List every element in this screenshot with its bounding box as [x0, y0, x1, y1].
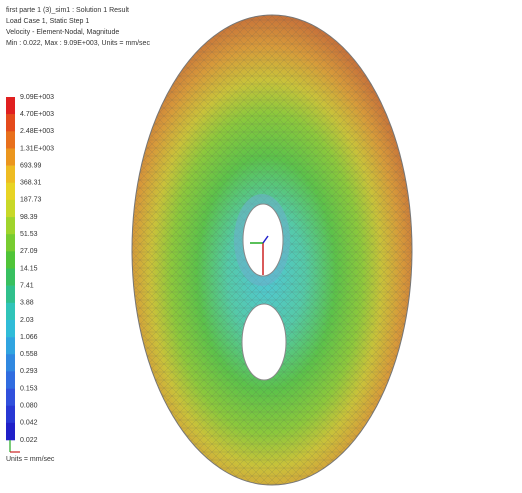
legend-swatch — [6, 371, 15, 389]
legend-label: 2.03 — [20, 317, 34, 324]
units-triad — [9, 440, 20, 453]
header-line: first parte 1 (3)_sim1 : Solution 1 Resu… — [6, 7, 129, 14]
header-line: Min : 0.022, Max : 9.09E+003, Units = mm… — [6, 40, 150, 47]
legend-swatch — [6, 97, 15, 115]
legend-label: 0.293 — [20, 368, 38, 375]
hole-upper — [242, 203, 284, 277]
legend-swatch — [6, 234, 15, 252]
legend-swatch — [6, 354, 15, 372]
hole-lower — [241, 303, 287, 381]
legend-swatch — [6, 302, 15, 321]
legend-swatch — [6, 199, 15, 218]
legend-swatch — [6, 131, 15, 149]
legend-swatch — [6, 148, 15, 166]
legend-swatch — [6, 422, 15, 441]
units-label: Units = mm/sec — [6, 456, 55, 463]
legend-label: 187.73 — [20, 197, 42, 204]
legend-label: 693.99 — [20, 162, 42, 169]
legend-label: 2.48E+003 — [20, 128, 54, 135]
legend-label: 7.41 — [20, 282, 34, 289]
legend-swatch — [6, 319, 15, 338]
legend-swatch — [6, 251, 15, 269]
legend-swatch — [6, 217, 15, 235]
legend-label: 3.88 — [20, 300, 34, 307]
legend-swatch — [6, 268, 15, 286]
legend-swatch — [6, 285, 15, 304]
result-header: first parte 1 (3)_sim1 : Solution 1 Resu… — [6, 7, 150, 47]
legend-label: 9.09E+003 — [20, 94, 54, 101]
legend-label: 0.080 — [20, 403, 38, 410]
legend-label: 1.31E+003 — [20, 145, 54, 152]
legend-label: 98.39 — [20, 214, 38, 221]
legend-label: 0.022 — [20, 437, 38, 444]
header-line: Load Case 1, Static Step 1 — [6, 18, 89, 25]
legend-swatch — [6, 337, 15, 355]
model — [131, 14, 413, 486]
legend-swatch — [6, 114, 15, 132]
triad — [250, 235, 269, 275]
legend-label: 1.066 — [20, 334, 38, 341]
legend-label: 0.558 — [20, 351, 38, 358]
legend-label: 51.53 — [20, 231, 38, 238]
legend-label: 4.70E+003 — [20, 111, 54, 118]
legend: 9.09E+003 4.70E+003 2.48E+003 1.31E+003 693.… — [6, 94, 54, 444]
legend-swatch — [6, 165, 15, 184]
header-line: Velocity - Element-Nodal, Magnitude — [6, 29, 119, 36]
legend-label: 0.153 — [20, 385, 38, 392]
legend-swatch — [6, 182, 15, 201]
legend-label: 0.042 — [20, 420, 38, 427]
legend-label: 14.15 — [20, 265, 38, 272]
legend-swatch — [6, 405, 15, 424]
legend-label: 368.31 — [20, 180, 42, 187]
legend-swatch — [6, 388, 15, 406]
legend-label: 27.09 — [20, 248, 38, 255]
